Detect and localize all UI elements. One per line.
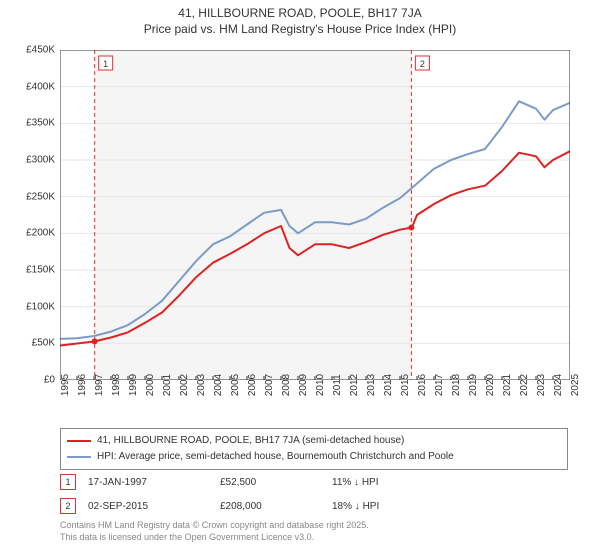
x-tick-label: 2007 [264,374,275,396]
x-tick-label: 1996 [77,374,88,396]
transaction-table: 1 17-JAN-1997 £52,500 11% ↓ HPI 2 02-SEP… [60,470,568,518]
x-tick-label: 2005 [230,374,241,396]
x-tick-label: 2008 [281,374,292,396]
legend-row-price: 41, HILLBOURNE ROAD, POOLE, BH17 7JA (se… [67,433,561,449]
y-tick-label: £400K [26,81,55,92]
legend-swatch-price [67,440,91,442]
x-tick-label: 1999 [128,374,139,396]
x-tick-label: 2011 [332,374,343,396]
x-tick-label: 2019 [468,374,479,396]
x-tick-label: 2000 [145,374,156,396]
legend-label-price: 41, HILLBOURNE ROAD, POOLE, BH17 7JA (se… [97,433,404,449]
x-tick-label: 2002 [179,374,190,396]
x-tick-label: 2018 [451,374,462,396]
legend: 41, HILLBOURNE ROAD, POOLE, BH17 7JA (se… [60,428,568,470]
chart-svg: 12 [60,50,570,380]
legend-label-hpi: HPI: Average price, semi-detached house,… [97,449,454,465]
cell-pct: 18% ↓ HPI [332,501,452,512]
y-tick-label: £450K [26,45,55,56]
x-tick-label: 2022 [519,374,530,396]
cell-date: 02-SEP-2015 [88,501,208,512]
y-tick-label: £200K [26,228,55,239]
x-tick-label: 1998 [111,374,122,396]
marker-badge-1: 1 [60,474,76,490]
x-tick-label: 2013 [366,374,377,396]
y-tick-label: £250K [26,191,55,202]
x-tick-label: 2020 [485,374,496,396]
footer-line1: Contains HM Land Registry data © Crown c… [60,520,369,532]
legend-swatch-hpi [67,456,91,458]
footer-attribution: Contains HM Land Registry data © Crown c… [60,520,369,543]
chart-container: 41, HILLBOURNE ROAD, POOLE, BH17 7JA Pri… [0,0,600,560]
x-tick-label: 2023 [536,374,547,396]
x-tick-label: 1997 [94,374,105,396]
footer-line2: This data is licensed under the Open Gov… [60,532,369,544]
x-tick-label: 2021 [502,374,513,396]
cell-price: £52,500 [220,477,320,488]
x-tick-label: 2014 [383,374,394,396]
cell-price: £208,000 [220,501,320,512]
x-tick-label: 2004 [213,374,224,396]
chart-title-line1: 41, HILLBOURNE ROAD, POOLE, BH17 7JA [0,0,600,20]
x-tick-label: 2010 [315,374,326,396]
x-tick-label: 2015 [400,374,411,396]
table-row: 2 02-SEP-2015 £208,000 18% ↓ HPI [60,494,568,518]
cell-pct: 11% ↓ HPI [332,477,452,488]
x-tick-label: 2009 [298,374,309,396]
chart-area: 12 £0£50K£100K£150K£200K£250K£300K£350K£… [60,50,570,380]
svg-text:2: 2 [420,59,425,69]
x-tick-label: 1995 [60,374,71,396]
table-row: 1 17-JAN-1997 £52,500 11% ↓ HPI [60,470,568,494]
y-tick-label: £300K [26,155,55,166]
x-tick-label: 2025 [570,374,581,396]
y-tick-label: £100K [26,301,55,312]
x-tick-label: 2006 [247,374,258,396]
svg-text:1: 1 [103,59,108,69]
x-tick-label: 2001 [162,374,173,396]
y-tick-label: £50K [32,338,55,349]
cell-date: 17-JAN-1997 [88,477,208,488]
y-tick-label: £150K [26,265,55,276]
x-tick-label: 2024 [553,374,564,396]
x-tick-label: 2012 [349,374,360,396]
legend-row-hpi: HPI: Average price, semi-detached house,… [67,449,561,465]
chart-title-line2: Price paid vs. HM Land Registry's House … [0,20,600,36]
x-tick-label: 2017 [434,374,445,396]
marker-badge-2: 2 [60,498,76,514]
y-tick-label: £0 [44,375,55,386]
x-tick-label: 2016 [417,374,428,396]
x-tick-label: 2003 [196,374,207,396]
y-tick-label: £350K [26,118,55,129]
